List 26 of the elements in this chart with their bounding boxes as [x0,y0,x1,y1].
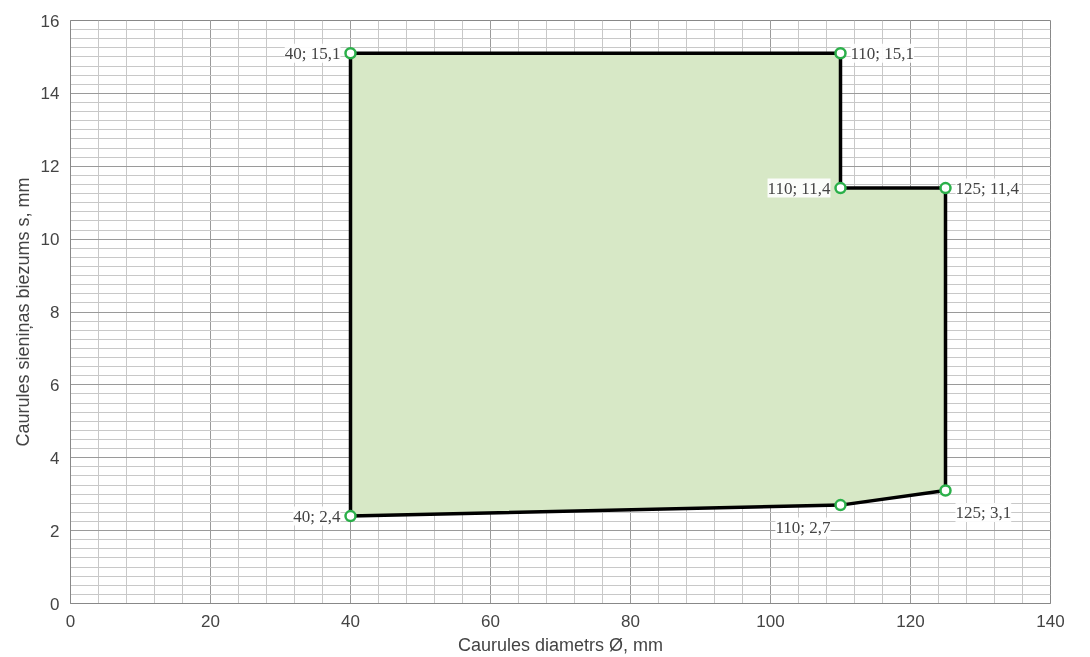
y-tick-label: 2 [50,521,60,541]
x-tick-label: 40 [341,611,360,631]
x-tick-label: 60 [481,611,500,631]
x-tick-label: 100 [756,611,785,631]
y-tick-label: 8 [50,303,60,322]
x-tick-label: 0 [65,611,76,631]
y-tick-label: 14 [40,84,60,104]
x-tick-label: 80 [621,611,640,631]
x-tick-label: 140 [1036,611,1065,631]
data-label: 110; 15,1 [850,43,915,63]
x-axis-title: Caurules diametrs Ø, mm [457,634,664,655]
data-label: 40; 15,1 [284,43,341,63]
data-label: 110; 2,7 [775,517,831,537]
y-tick-label: 10 [40,230,60,250]
y-tick-label: 0 [50,594,60,614]
data-label: 125; 3,1 [955,503,1012,523]
data-label: 40; 2,4 [293,506,341,526]
x-tick-label: 20 [201,611,220,631]
y-axis-title: Caurules sieniņas biezums s, mm [12,177,33,447]
y-tick-label: 16 [40,11,60,31]
y-tick-label: 12 [40,157,60,177]
y-tick-label: 6 [50,375,60,395]
data-label: 110; 11,4 [767,178,831,198]
y-tick-label: 4 [50,448,60,468]
x-tick-label: 120 [896,611,925,631]
data-label: 125; 11,4 [955,178,1020,198]
